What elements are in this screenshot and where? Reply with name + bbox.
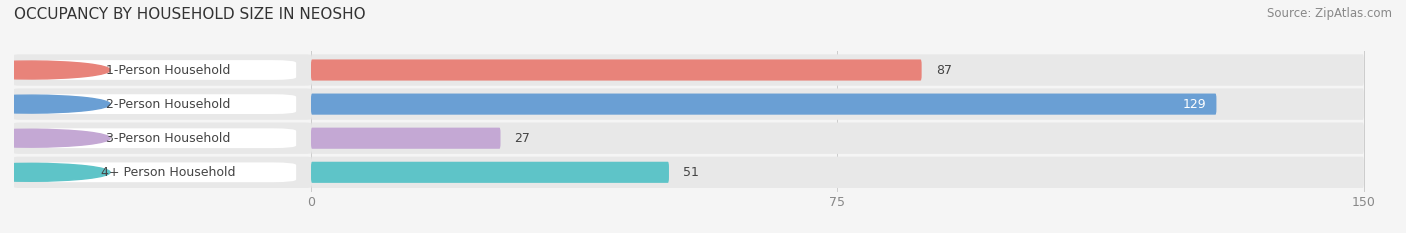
- FancyBboxPatch shape: [311, 162, 669, 183]
- Circle shape: [0, 129, 110, 147]
- Text: 3-Person Household: 3-Person Household: [107, 132, 231, 145]
- Text: 27: 27: [515, 132, 530, 145]
- FancyBboxPatch shape: [311, 54, 1364, 86]
- FancyBboxPatch shape: [30, 60, 297, 80]
- FancyBboxPatch shape: [311, 123, 1364, 154]
- FancyBboxPatch shape: [30, 162, 297, 182]
- Circle shape: [0, 61, 110, 79]
- FancyBboxPatch shape: [311, 128, 501, 149]
- Text: OCCUPANCY BY HOUSEHOLD SIZE IN NEOSHO: OCCUPANCY BY HOUSEHOLD SIZE IN NEOSHO: [14, 7, 366, 22]
- Text: 4+ Person Household: 4+ Person Household: [101, 166, 236, 179]
- FancyBboxPatch shape: [14, 54, 311, 86]
- Text: 2-Person Household: 2-Person Household: [107, 98, 231, 111]
- Text: 1-Person Household: 1-Person Household: [107, 64, 231, 76]
- FancyBboxPatch shape: [30, 128, 297, 148]
- Circle shape: [0, 95, 110, 113]
- Text: Source: ZipAtlas.com: Source: ZipAtlas.com: [1267, 7, 1392, 20]
- Text: 87: 87: [935, 64, 952, 76]
- FancyBboxPatch shape: [311, 157, 1364, 188]
- FancyBboxPatch shape: [14, 89, 311, 120]
- Circle shape: [0, 163, 110, 181]
- Text: 129: 129: [1182, 98, 1206, 111]
- FancyBboxPatch shape: [14, 157, 311, 188]
- FancyBboxPatch shape: [311, 89, 1364, 120]
- Text: 51: 51: [683, 166, 699, 179]
- FancyBboxPatch shape: [14, 123, 311, 154]
- FancyBboxPatch shape: [30, 94, 297, 114]
- FancyBboxPatch shape: [311, 59, 922, 81]
- FancyBboxPatch shape: [311, 93, 1216, 115]
